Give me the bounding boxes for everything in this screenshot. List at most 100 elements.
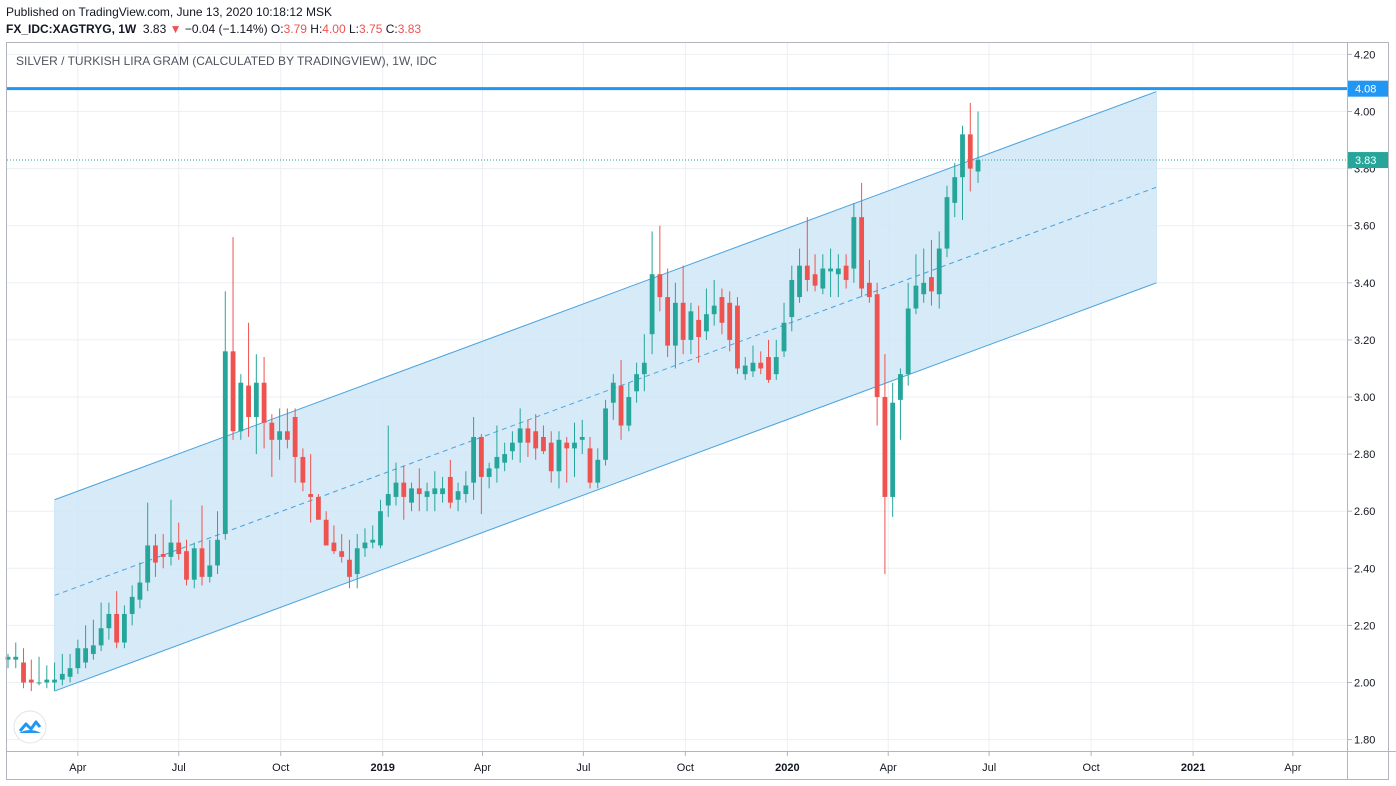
time-tick-label: 2020 <box>775 762 799 774</box>
candle <box>843 254 849 289</box>
candle-body <box>781 322 787 352</box>
candle <box>370 525 376 549</box>
channel-upper-line <box>54 91 1157 501</box>
candle <box>121 605 127 649</box>
candle-body <box>727 302 733 340</box>
candle <box>21 648 26 689</box>
candle-body <box>36 682 42 684</box>
candle <box>261 357 267 449</box>
candle-body <box>455 491 461 500</box>
candle-body <box>548 442 554 472</box>
high-value: 4.00 <box>322 22 346 36</box>
candle-body <box>137 582 143 600</box>
candle <box>59 653 65 686</box>
candle <box>52 662 57 692</box>
ohlc-legend: FX_IDC:XAGTRYG, 1W 3.83 ▼ −0.04 (−1.14%)… <box>6 22 421 36</box>
candle-body <box>59 673 65 680</box>
candle <box>316 494 321 520</box>
price-tick-label: 3.00 <box>1354 392 1375 404</box>
candle <box>898 368 903 440</box>
candle <box>153 534 158 577</box>
candle <box>5 653 11 669</box>
candle-body <box>595 459 601 483</box>
candle <box>393 462 399 506</box>
candle-body <box>83 648 89 663</box>
candle-body <box>246 385 251 417</box>
time-tick-label: Oct <box>677 762 694 774</box>
candle <box>882 354 888 574</box>
candle-body <box>121 613 127 643</box>
candle-body <box>416 488 422 495</box>
candle-body <box>253 382 259 417</box>
candle <box>67 653 73 683</box>
time-tick-label: Jul <box>982 762 996 774</box>
time-tick-label: 2019 <box>370 762 394 774</box>
candle-body <box>440 488 445 495</box>
candle <box>463 471 469 503</box>
candle-body <box>52 679 57 683</box>
tradingview-logo-icon[interactable] <box>13 710 47 744</box>
candle-body <box>160 554 166 557</box>
candle <box>455 482 461 512</box>
candle <box>595 448 601 489</box>
candle <box>758 351 764 375</box>
time-tick-label: Jul <box>172 762 186 774</box>
candle <box>510 431 515 460</box>
candle-body <box>618 385 624 426</box>
horizontal-line[interactable] <box>7 87 1347 161</box>
candle-body <box>478 436 484 477</box>
candle <box>137 562 143 609</box>
candle <box>905 282 911 386</box>
candle <box>362 528 368 557</box>
candle <box>44 665 50 689</box>
candle-body <box>424 491 430 497</box>
candle <box>960 125 965 220</box>
candle <box>308 454 314 523</box>
candle-body <box>641 362 647 375</box>
candle-body <box>153 545 158 563</box>
candle-body <box>843 265 849 280</box>
parallel-channel[interactable] <box>54 91 1158 692</box>
candle-body <box>603 408 608 460</box>
candle-body <box>735 305 740 369</box>
candle <box>626 382 632 432</box>
candle <box>160 534 166 569</box>
candle-body <box>75 648 81 669</box>
candle-body <box>704 314 709 332</box>
candle-body <box>711 305 717 315</box>
open-value: 3.79 <box>283 22 307 36</box>
candle-body <box>354 548 360 574</box>
candle <box>944 185 950 258</box>
candle-body <box>672 302 678 346</box>
candle <box>207 539 213 583</box>
candle-body <box>517 428 523 443</box>
candle-body <box>835 268 841 275</box>
candle-body <box>502 454 508 463</box>
candle-body <box>5 656 11 660</box>
candle <box>804 217 810 292</box>
high-label: H: <box>310 22 323 36</box>
candle <box>967 102 973 192</box>
candle-body <box>269 422 275 440</box>
candle-body <box>952 177 958 203</box>
candle <box>812 254 818 292</box>
candle <box>385 425 391 517</box>
candle <box>541 425 546 455</box>
candle-body <box>106 613 112 629</box>
candle <box>184 539 189 586</box>
candle-body <box>300 456 306 483</box>
candle <box>168 499 174 566</box>
candle-body <box>688 311 694 340</box>
candle <box>579 419 585 455</box>
candle-body <box>199 548 205 577</box>
candle <box>471 416 477 500</box>
candle <box>292 408 298 483</box>
candle <box>378 499 383 549</box>
close-label: C: <box>385 22 398 36</box>
candle <box>432 471 438 512</box>
time-axis[interactable]: Apr Jul Oct 2019 Apr Jul Oct 2020 Apr Jul Oct 2021 A… <box>69 751 1302 774</box>
candle <box>401 465 407 520</box>
candle-body <box>572 442 577 449</box>
candle-body <box>525 428 531 443</box>
